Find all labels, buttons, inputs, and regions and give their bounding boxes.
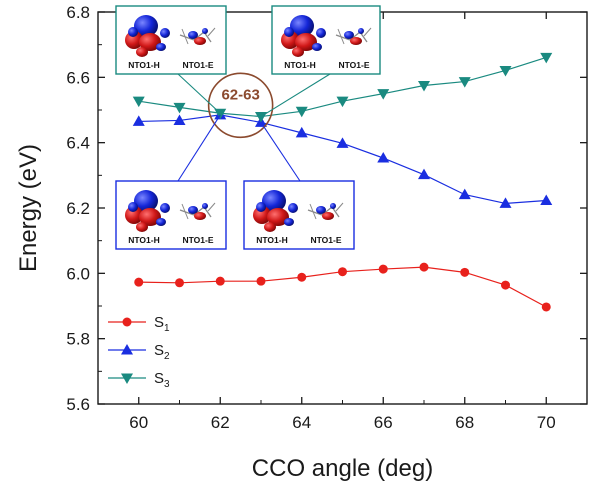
y-tick-label: 6.8 [66, 3, 90, 22]
nto-hole-label: NTO1-H [284, 60, 316, 70]
data-point-s1 [419, 262, 429, 272]
data-point-s1 [460, 267, 470, 277]
data-point-s1 [134, 277, 144, 287]
nto-electron-label: NTO1-E [182, 60, 213, 70]
nto-connector-bottom-left [177, 114, 221, 182]
y-tick-label: 6.4 [66, 134, 90, 153]
x-tick-label: 66 [374, 413, 393, 432]
legend-item-s2: S2 [108, 342, 170, 362]
nto-inset-bottom-right: NTO1-H NTO1-E [243, 180, 355, 250]
data-point-s3 [336, 96, 349, 108]
legend-label: S2 [154, 342, 170, 362]
legend-label: S1 [154, 314, 170, 334]
data-point-s1 [215, 276, 225, 286]
data-point-s3 [377, 89, 390, 100]
nto-connector-bottom-right [260, 122, 301, 182]
legend-swatch-marker [121, 344, 133, 355]
data-point-s2 [132, 115, 145, 126]
nto-inset-bottom-left: NTO1-H NTO1-E [115, 180, 227, 250]
data-point-s2 [173, 114, 186, 125]
nto-electron-label: NTO1-E [310, 235, 341, 245]
data-point-s2 [499, 197, 512, 208]
data-point-s1 [175, 278, 184, 288]
data-point-s3 [132, 96, 145, 108]
data-point-s3 [295, 106, 308, 118]
legend-item-s3: S3 [108, 370, 170, 390]
x-tick-label: 70 [537, 413, 556, 432]
nto-hole-label: NTO1-H [256, 235, 288, 245]
data-point-s2 [540, 194, 553, 205]
x-tick-label: 64 [292, 413, 311, 432]
data-point-s2 [377, 152, 390, 163]
nto-hole-label: NTO1-H [128, 60, 160, 70]
data-point-s1 [297, 272, 307, 282]
data-point-s1 [378, 264, 388, 274]
x-tick-label: 60 [129, 413, 148, 432]
data-point-s1 [256, 276, 266, 286]
nto-hole-label: NTO1-H [128, 235, 160, 245]
nto-inset-top-left: NTO1-H NTO1-E [115, 5, 227, 75]
data-point-s3 [418, 81, 430, 92]
y-tick-label: 6.0 [66, 264, 90, 283]
legend-item-s1: S1 [108, 314, 170, 334]
nto-connector-top-right [260, 73, 331, 118]
legend: S1 S2 S3 [108, 314, 170, 390]
legend-label: S3 [154, 370, 170, 390]
data-point-s2 [295, 126, 308, 138]
nto-connector-top-left [177, 73, 221, 114]
legend-swatch-marker [121, 373, 133, 384]
y-tick-label: 5.6 [66, 395, 90, 414]
data-point-s1 [501, 280, 510, 290]
x-axis-label: CCO angle (deg) [252, 455, 433, 482]
data-point-s3 [458, 77, 471, 88]
y-tick-label: 6.6 [66, 68, 90, 87]
data-point-s2 [418, 168, 430, 180]
nto-electron-label: NTO1-E [338, 60, 369, 70]
y-tick-label: 5.8 [66, 330, 90, 349]
nto-electron-label: NTO1-E [182, 235, 213, 245]
nto-inset-top-right: NTO1-H NTO1-E [271, 5, 381, 75]
data-point-s1 [338, 267, 347, 277]
y-axis-label: Energy (eV) [15, 144, 42, 272]
data-point-s1 [541, 302, 551, 312]
x-tick-label: 68 [455, 413, 474, 432]
data-point-s3 [540, 52, 553, 64]
data-point-s3 [499, 65, 512, 77]
crossing-circle [207, 72, 274, 139]
crossing-label: 62-63 [221, 86, 259, 103]
data-point-s2 [458, 188, 471, 200]
data-point-s3 [214, 108, 227, 120]
legend-swatch-marker [122, 317, 132, 327]
x-tick-label: 62 [211, 413, 230, 432]
y-tick-label: 6.2 [66, 199, 90, 218]
data-point-s2 [336, 137, 349, 148]
data-point-s3 [173, 102, 186, 114]
